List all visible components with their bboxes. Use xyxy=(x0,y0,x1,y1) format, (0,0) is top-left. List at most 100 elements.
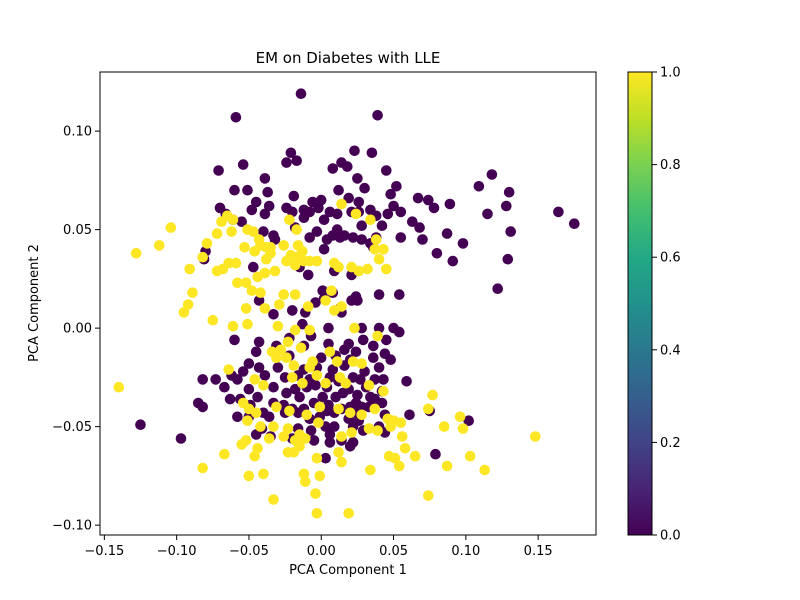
data-point-cluster-1 xyxy=(239,242,250,253)
data-point-cluster-1 xyxy=(313,417,324,429)
data-point-cluster-0 xyxy=(313,202,324,214)
data-point-cluster-0 xyxy=(243,383,255,395)
data-point-cluster-1 xyxy=(372,330,383,342)
data-point-cluster-1 xyxy=(182,299,194,310)
data-point-cluster-0 xyxy=(311,226,323,237)
colorbar-tick-label: 0.2 xyxy=(660,436,681,451)
data-point-cluster-0 xyxy=(318,214,330,226)
data-point-cluster-0 xyxy=(305,425,317,436)
data-point-cluster-0 xyxy=(252,391,263,403)
data-point-cluster-0 xyxy=(501,200,512,212)
data-point-cluster-1 xyxy=(184,263,195,275)
data-point-cluster-1 xyxy=(320,378,331,389)
data-point-cluster-1 xyxy=(271,401,282,413)
data-point-cluster-1 xyxy=(356,358,368,369)
data-point-cluster-0 xyxy=(352,295,363,306)
data-point-cluster-0 xyxy=(224,393,236,405)
data-point-cluster-1 xyxy=(271,352,282,364)
data-point-cluster-1 xyxy=(479,464,491,476)
data-point-cluster-0 xyxy=(373,289,385,300)
data-point-cluster-0 xyxy=(368,340,379,352)
data-point-cluster-1 xyxy=(288,360,300,371)
y-tick-label: 0.00 xyxy=(63,322,92,337)
data-point-cluster-0 xyxy=(219,381,230,393)
data-point-cluster-1 xyxy=(344,407,356,419)
data-point-cluster-1 xyxy=(369,244,381,255)
data-point-cluster-1 xyxy=(326,285,337,297)
data-point-cluster-1 xyxy=(320,295,331,306)
y-tick-label: 0.10 xyxy=(63,125,92,140)
x-axis-label: PCA Component 1 xyxy=(289,563,407,578)
data-point-cluster-0 xyxy=(175,433,187,444)
data-point-cluster-0 xyxy=(281,387,292,399)
data-point-cluster-0 xyxy=(350,346,362,358)
data-point-cluster-1 xyxy=(346,427,357,438)
colorbar-tick-label: 0.4 xyxy=(660,343,681,358)
data-point-cluster-1 xyxy=(378,244,389,255)
data-point-cluster-1 xyxy=(427,389,438,401)
data-point-cluster-1 xyxy=(197,251,208,263)
data-point-cluster-0 xyxy=(263,200,275,212)
data-point-cluster-0 xyxy=(304,232,316,243)
data-point-cluster-0 xyxy=(344,441,356,452)
data-point-cluster-0 xyxy=(463,415,475,427)
data-point-cluster-0 xyxy=(368,352,379,364)
data-point-cluster-0 xyxy=(339,344,350,356)
data-point-cluster-0 xyxy=(385,188,397,200)
data-point-cluster-1 xyxy=(385,421,397,432)
y-tick-label: −0.05 xyxy=(52,420,92,435)
data-point-cluster-1 xyxy=(252,271,263,283)
data-point-cluster-1 xyxy=(333,403,344,415)
data-point-cluster-1 xyxy=(250,407,262,419)
data-point-cluster-0 xyxy=(359,182,370,194)
data-point-cluster-0 xyxy=(263,411,275,423)
data-point-cluster-1 xyxy=(336,198,347,210)
data-point-cluster-0 xyxy=(430,448,441,460)
colorbar-tick-label: 0.0 xyxy=(660,529,681,544)
data-point-cluster-0 xyxy=(412,192,424,204)
data-point-cluster-0 xyxy=(492,283,504,295)
data-point-cluster-1 xyxy=(300,476,311,488)
data-point-cluster-1 xyxy=(255,421,266,432)
data-point-cluster-1 xyxy=(311,452,323,464)
data-point-cluster-0 xyxy=(135,419,146,431)
data-point-cluster-1 xyxy=(314,470,326,482)
data-point-cluster-1 xyxy=(423,403,434,415)
points-layer xyxy=(113,88,580,519)
data-point-cluster-0 xyxy=(395,206,407,218)
data-point-cluster-1 xyxy=(255,287,266,299)
data-point-cluster-1 xyxy=(336,301,347,312)
data-point-cluster-1 xyxy=(381,263,392,275)
data-point-cluster-1 xyxy=(284,214,295,226)
data-point-cluster-0 xyxy=(352,389,363,401)
data-point-cluster-0 xyxy=(232,374,243,385)
data-point-cluster-1 xyxy=(232,277,243,289)
data-point-cluster-0 xyxy=(250,196,262,208)
data-point-cluster-0 xyxy=(310,380,321,391)
data-point-cluster-1 xyxy=(441,460,453,472)
data-point-cluster-1 xyxy=(113,381,125,393)
data-point-cluster-0 xyxy=(323,322,334,334)
data-point-cluster-1 xyxy=(226,226,237,237)
data-point-cluster-1 xyxy=(336,456,347,468)
data-point-cluster-1 xyxy=(370,234,382,245)
data-point-cluster-0 xyxy=(250,346,262,358)
data-point-cluster-0 xyxy=(243,358,255,369)
data-point-cluster-0 xyxy=(237,159,249,170)
data-point-cluster-1 xyxy=(365,214,376,226)
data-point-cluster-0 xyxy=(308,435,320,446)
data-point-cluster-0 xyxy=(357,334,369,346)
data-point-cluster-0 xyxy=(441,228,453,239)
data-point-cluster-0 xyxy=(366,147,378,159)
data-point-cluster-0 xyxy=(317,391,329,403)
data-point-cluster-0 xyxy=(376,220,388,231)
data-point-cluster-0 xyxy=(355,374,366,385)
data-point-cluster-1 xyxy=(311,255,323,267)
data-point-cluster-1 xyxy=(246,285,258,297)
data-point-cluster-0 xyxy=(417,234,428,245)
data-point-cluster-0 xyxy=(414,222,425,233)
data-point-cluster-1 xyxy=(363,380,375,391)
data-point-cluster-0 xyxy=(352,173,363,184)
data-point-cluster-1 xyxy=(219,448,230,460)
data-point-cluster-0 xyxy=(250,429,262,440)
